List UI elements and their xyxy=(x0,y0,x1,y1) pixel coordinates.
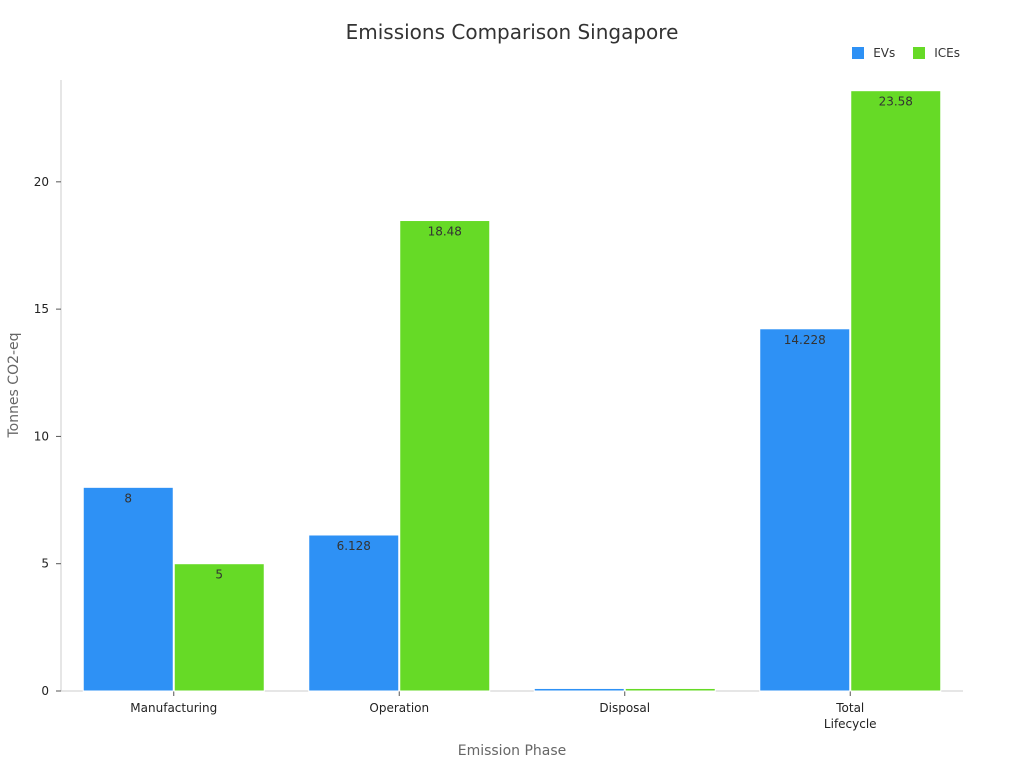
x-tick-label: Operation xyxy=(369,701,429,715)
bar-ices-manufacturing xyxy=(173,563,265,692)
bar-evs-disposal xyxy=(533,687,625,692)
x-tick-label: Manufacturing xyxy=(130,701,217,715)
legend-swatch-evs xyxy=(852,47,865,59)
x-tick-label: Lifecycle xyxy=(824,717,877,731)
data-label: 8 xyxy=(124,491,132,505)
bar-ices-total-lifecycle xyxy=(850,90,942,692)
chart-title: Emissions Comparison Singapore xyxy=(345,20,679,44)
data-label: 23.58 xyxy=(879,95,913,109)
x-tick-label: Total xyxy=(835,701,864,715)
legend: EVs ICEs xyxy=(852,46,960,60)
legend-item-ices[interactable]: ICEs xyxy=(913,46,960,60)
data-label: 18.48 xyxy=(428,225,462,239)
legend-label-evs: EVs xyxy=(873,46,896,60)
data-label: 5 xyxy=(215,568,223,582)
bar-evs-total-lifecycle xyxy=(759,328,851,692)
legend-label-ices: ICEs xyxy=(934,46,960,60)
y-tick-label: 20 xyxy=(34,175,49,189)
y-axis-title: Tonnes CO2-eq xyxy=(6,332,22,438)
data-label: 6.128 xyxy=(337,539,371,553)
legend-item-evs[interactable]: EVs xyxy=(852,46,895,60)
legend-swatch-ices xyxy=(913,47,926,59)
bars xyxy=(82,90,942,692)
data-labels: 8 5 6.128 18.48 14.228 23.58 xyxy=(124,95,913,582)
bar-ices-operation xyxy=(399,220,491,692)
bar-evs-operation xyxy=(308,534,400,692)
y-tick-label: 0 xyxy=(41,684,49,698)
y-tick-label: 10 xyxy=(34,429,49,443)
y-tick-label: 15 xyxy=(34,302,49,316)
x-axis-title: Emission Phase xyxy=(458,743,567,759)
bar-ices-disposal xyxy=(624,687,716,692)
y-tick-label: 5 xyxy=(41,557,49,571)
bar-evs-manufacturing xyxy=(82,486,174,692)
data-label: 14.228 xyxy=(784,333,826,347)
x-tick-label: Disposal xyxy=(599,701,650,715)
